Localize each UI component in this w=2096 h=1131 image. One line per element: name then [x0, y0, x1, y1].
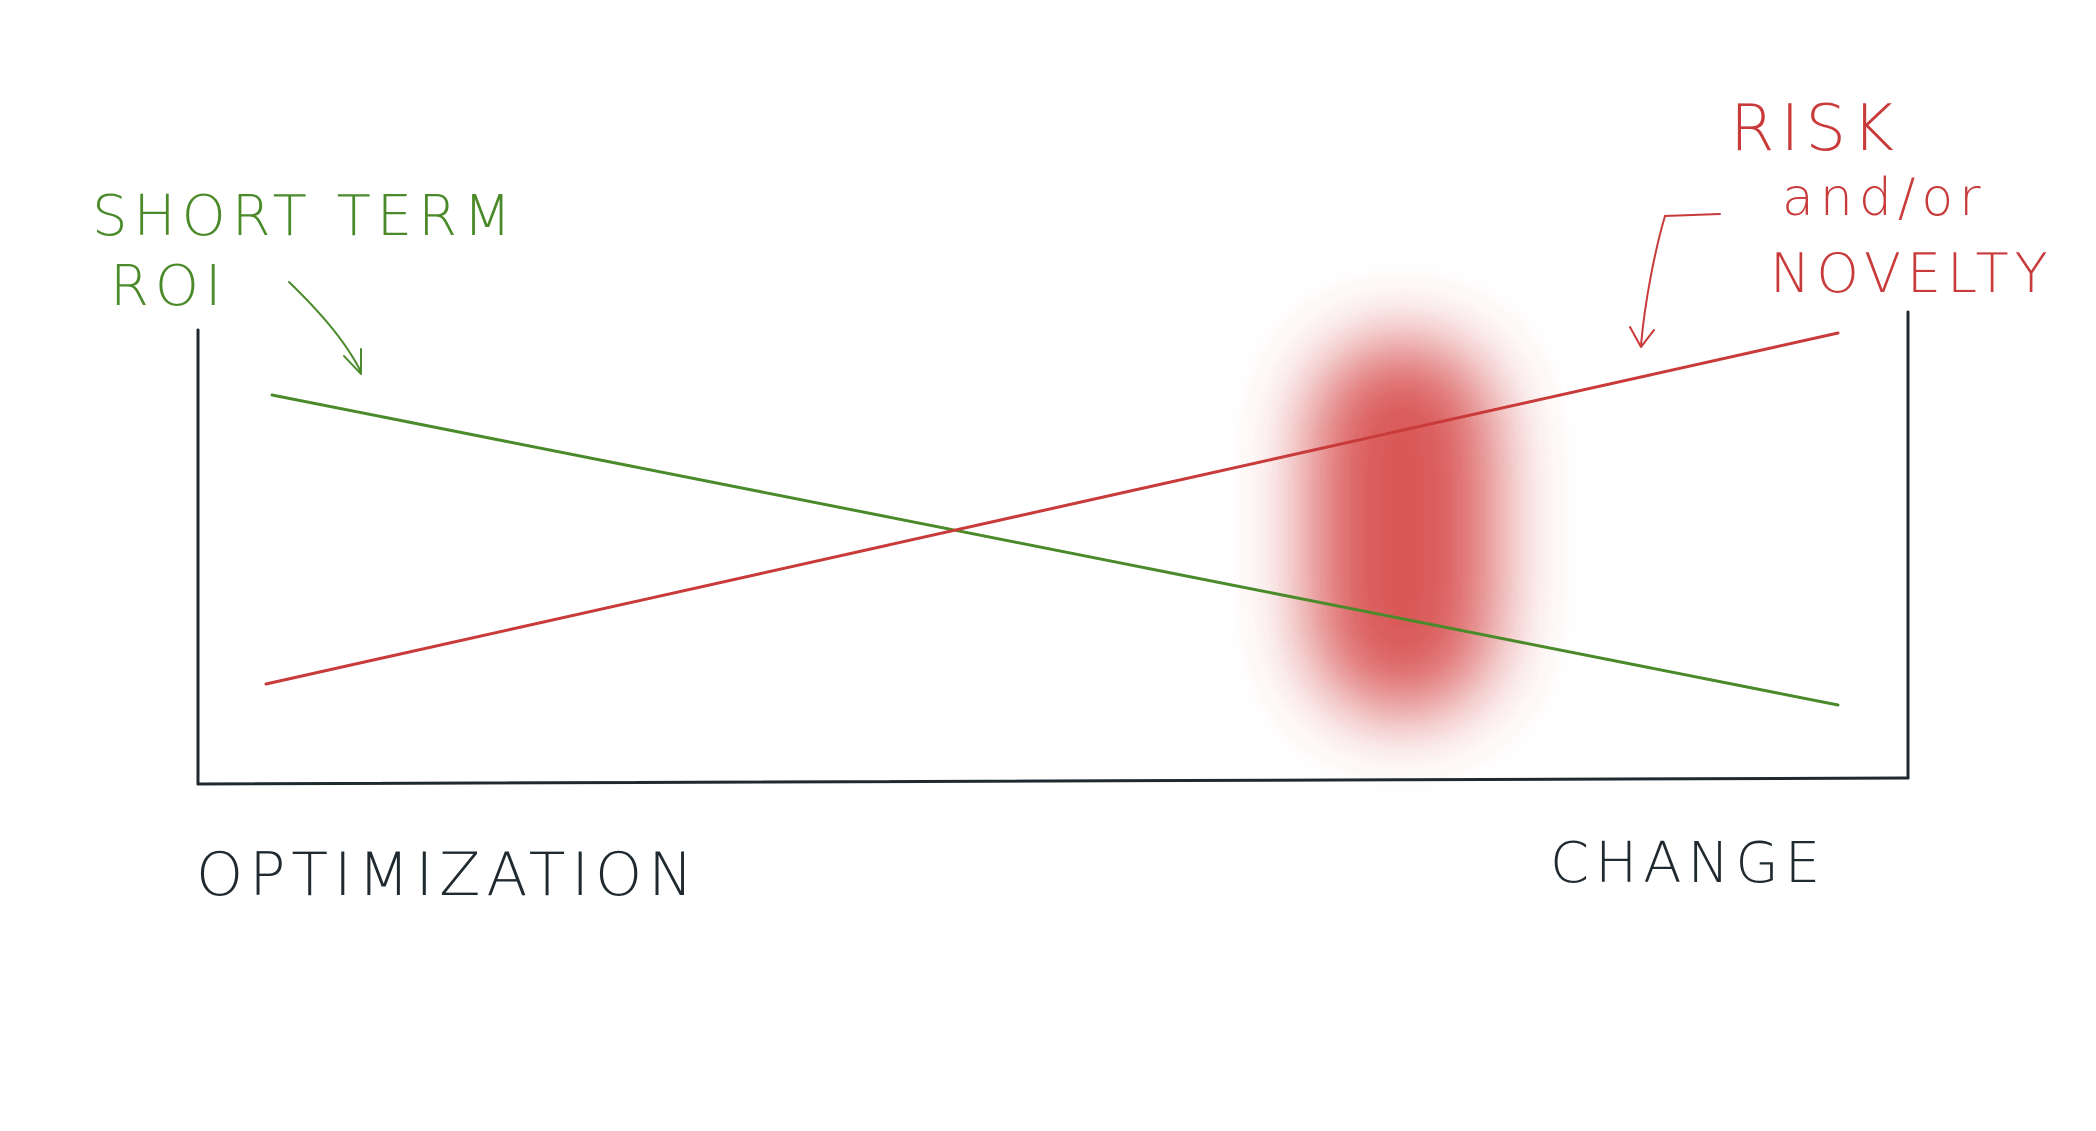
x-axis-label-change: CHANGE [1550, 831, 1826, 896]
short-term-roi-label-line1: SHORT TERM [92, 184, 517, 249]
risk-novelty-label-line1: RISK [1730, 92, 1900, 166]
risk-novelty-label-line2: and/or [1782, 168, 1987, 228]
risk-novelty-arrowhead [1629, 326, 1655, 348]
short-term-roi-arrowhead [343, 348, 362, 375]
x-axis [196, 776, 1910, 786]
x-axis-label-optimization: OPTIMIZATION [196, 840, 699, 910]
risk-novelty-arrow [1640, 213, 1721, 346]
short-term-roi-arrow [288, 281, 362, 373]
short-term-roi-label-line2: ROI [110, 254, 228, 319]
risk-novelty-label-line3: NOVELTY [1770, 242, 2054, 305]
short-term-roi-line [270, 393, 1840, 707]
risk-highlight-blob [1310, 340, 1495, 715]
risk-novelty-line [264, 331, 1840, 686]
